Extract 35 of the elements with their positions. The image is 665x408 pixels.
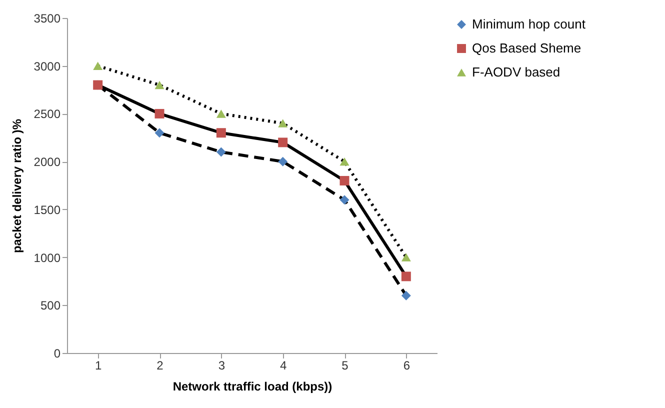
point [401,253,411,262]
legend-label: Qos Based Sheme [472,40,582,56]
point [278,138,288,148]
x-tick-label: 3 [218,358,226,372]
point [216,147,226,157]
y-tick-label: 2500 [34,107,61,122]
y-tick-label: 3500 [34,12,61,26]
x-tick-label: 4 [280,358,287,372]
point [154,108,164,118]
point [340,157,350,166]
x-tick-label: 5 [342,358,349,372]
y-tick-label: 0 [54,346,61,360]
y-tick-label: 1000 [34,250,61,265]
point [340,176,350,186]
point [216,110,226,118]
point [154,80,164,90]
y-tick-label: 3000 [34,59,61,74]
point [154,128,164,138]
y-tick-label: 1500 [34,202,61,217]
point [216,128,226,138]
point [278,156,288,166]
point [340,195,350,205]
legend-label: Minimum hop count [472,16,586,32]
y-tick-label: 500 [40,298,61,313]
x-axis-title: Network ttraffic load (kbps)) [172,380,332,394]
point [93,62,103,70]
x-tick-label: 1 [94,358,102,372]
x-tick-label: 2 [156,358,164,372]
point [401,272,411,282]
x-tick-label: 6 [403,358,410,372]
legend-label: F-AODV based [472,64,560,80]
point [401,290,411,300]
y-axis-title: packet delivery ratio )% [10,118,24,254]
y-tick-label: 2000 [34,155,61,170]
point [278,119,288,128]
